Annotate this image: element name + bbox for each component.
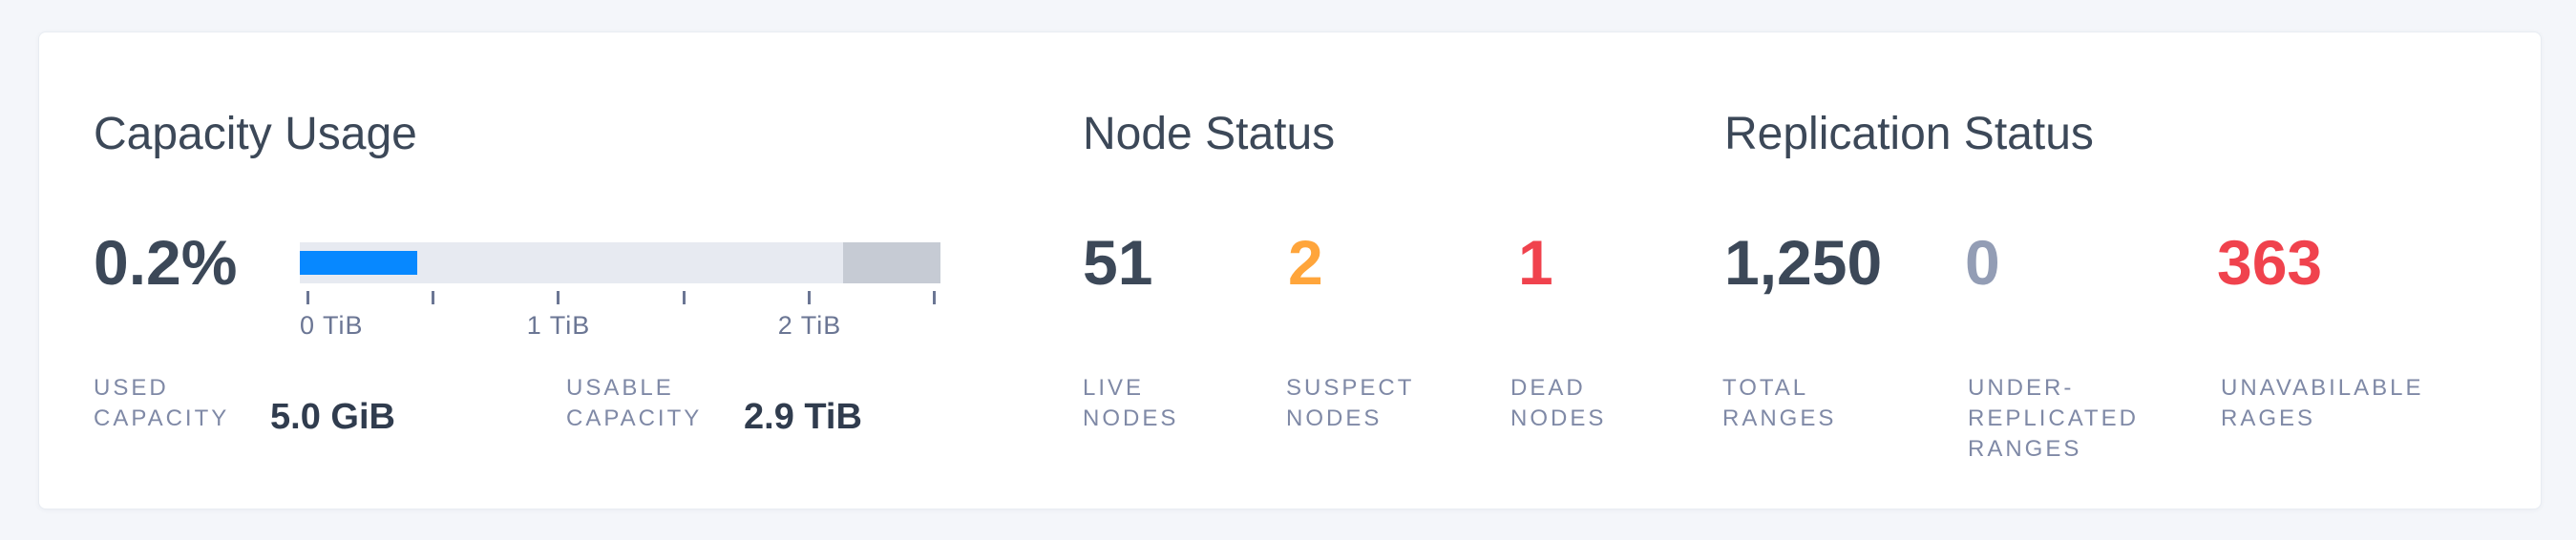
unavailable-ranges-label-line: UNAVABILABLE (2221, 375, 2424, 401)
capacity-bar-used-segment (300, 251, 417, 275)
node-status-title: Node Status (1083, 109, 1336, 159)
total-ranges-label-line: TOTAL (1722, 375, 1809, 401)
live-nodes-label-line: LIVE (1083, 375, 1145, 401)
under-replicated-ranges-label-line: UNDER- (1968, 375, 2075, 401)
suspect-nodes-label-line: NODES (1286, 405, 1383, 431)
axis-tick (306, 291, 309, 304)
total-ranges-label: TOTAL RANGES (1722, 373, 1836, 434)
axis-tick (683, 291, 686, 304)
under-replicated-ranges-label-line: REPLICATED (1968, 405, 2139, 431)
under-replicated-ranges-label-line: RANGES (1968, 436, 2082, 462)
used-capacity-label-line: USED (94, 375, 169, 401)
total-ranges-label-line: RANGES (1722, 405, 1837, 431)
usable-capacity-value: 2.9 TiB (744, 397, 862, 437)
axis-tick (432, 291, 434, 304)
replication-status-title: Replication Status (1724, 109, 2094, 159)
total-ranges-value: 1,250 (1724, 227, 1883, 298)
suspect-nodes-label: SUSPECT NODES (1286, 373, 1414, 434)
axis-tick (808, 291, 811, 304)
axis-tick (933, 291, 936, 304)
dead-nodes-label-line: DEAD (1510, 375, 1586, 401)
unavailable-ranges-label-line: RAGES (2221, 405, 2316, 431)
dead-nodes-label: DEAD NODES (1510, 373, 1606, 434)
live-nodes-value: 51 (1083, 227, 1153, 298)
used-capacity-label-line: CAPACITY (94, 405, 230, 431)
under-replicated-ranges-value: 0 (1965, 227, 2000, 298)
live-nodes-label: LIVE NODES (1083, 373, 1178, 434)
live-nodes-label-line: NODES (1083, 405, 1179, 431)
capacity-bar-chart: 0 TiB 1 TiB 2 TiB (300, 242, 940, 385)
usable-capacity-label-line: CAPACITY (566, 405, 703, 431)
capacity-usage-title: Capacity Usage (94, 109, 417, 159)
dead-nodes-value: 1 (1518, 227, 1553, 298)
axis-tick-label: 2 TiB (777, 311, 842, 340)
usable-capacity-label-line: USABLE (566, 375, 674, 401)
summary-card: Capacity Usage 0.2% 0 TiB 1 TiB 2 TiB US… (38, 31, 2542, 509)
under-replicated-ranges-label: UNDER- REPLICATED RANGES (1968, 373, 2139, 465)
unavailable-ranges-label: UNAVABILABLE RAGES (2221, 373, 2424, 434)
dead-nodes-label-line: NODES (1510, 405, 1607, 431)
usable-capacity-label: USABLE CAPACITY (566, 373, 702, 434)
capacity-percent: 0.2% (94, 227, 238, 298)
axis-tick-label: 1 TiB (526, 311, 591, 340)
suspect-nodes-label-line: SUSPECT (1286, 375, 1415, 401)
capacity-bar-reserved-segment (843, 242, 940, 283)
used-capacity-value: 5.0 GiB (270, 397, 395, 437)
used-capacity-label: USED CAPACITY (94, 373, 229, 434)
unavailable-ranges-value: 363 (2217, 227, 2323, 298)
suspect-nodes-value: 2 (1288, 227, 1323, 298)
axis-tick (557, 291, 560, 304)
axis-tick-label: 0 TiB (300, 311, 364, 340)
